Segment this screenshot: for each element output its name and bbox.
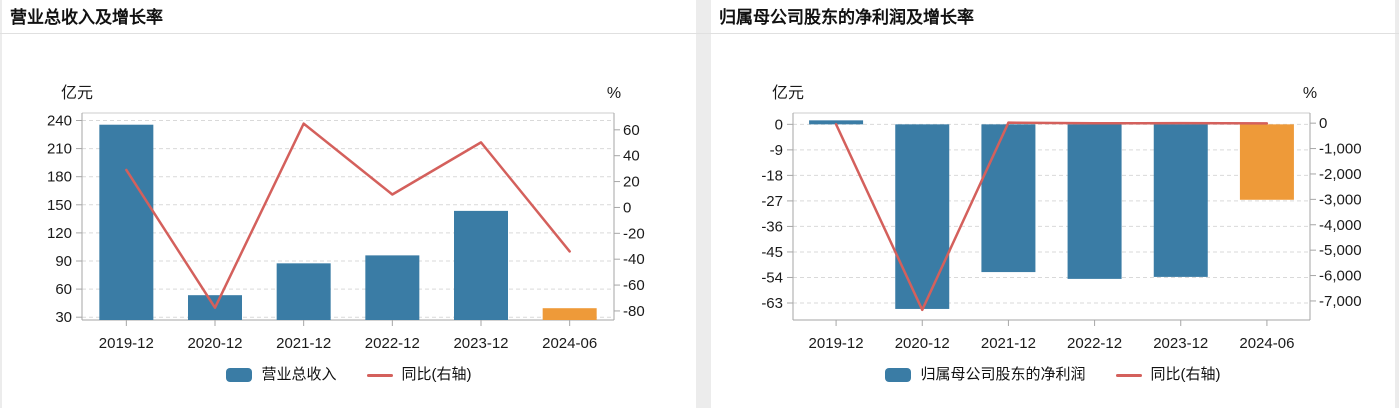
bar-series-label: 营业总收入	[261, 366, 337, 383]
left-axis-tick-label: 120	[47, 225, 72, 242]
bar-2019-12[interactable]	[99, 124, 154, 320]
right-axis-tick-label: 0	[1319, 115, 1327, 132]
legend-item-bar-series[interactable]: 归属母公司股东的净利润	[885, 366, 1086, 384]
x-axis-category-label: 2022-12	[1067, 335, 1122, 352]
bar-2023-12[interactable]	[1153, 124, 1208, 277]
chart-legend: 营业总收入 同比(右轴)	[2, 366, 696, 384]
left-axis-tick-label: -27	[761, 193, 783, 210]
revenue-chart-canvas[interactable]: 240 210 180 150 120 90 60 30 60 40 20 0 -20 -40 -60 -80…	[2, 34, 696, 364]
bar-series-swatch	[226, 368, 253, 382]
line-series-label: 同比(右轴)	[401, 366, 472, 383]
bar-series-swatch	[885, 368, 912, 382]
panel-gutter	[696, 0, 711, 408]
bar-2024-06[interactable]	[542, 308, 597, 320]
left-axis-tick-label: -54	[761, 269, 783, 286]
right-axis-tick-label: -2,000	[1319, 166, 1362, 183]
right-axis-tick-label: -80	[623, 303, 645, 320]
left-axis-tick-label: 150	[47, 197, 72, 214]
right-axis-tick-label: -3,000	[1319, 191, 1362, 208]
right-axis-tick-label: -20	[623, 225, 645, 242]
left-axis-tick-label: -36	[761, 218, 783, 235]
x-axis-category-label: 2021-12	[981, 335, 1036, 352]
bar-2021-12[interactable]	[276, 263, 331, 320]
right-axis-tick-label: -4,000	[1319, 217, 1362, 234]
left-axis-tick-label: -18	[761, 167, 783, 184]
bar-2020-12[interactable]	[895, 124, 950, 309]
legend-item-line-series[interactable]: 同比(右轴)	[366, 366, 472, 384]
bar-2024-06[interactable]	[1239, 124, 1294, 200]
x-axis-category-label: 2019-12	[809, 335, 864, 352]
bar-2021-12[interactable]	[981, 124, 1036, 273]
right-edge-strip	[1395, 0, 1399, 408]
bar-series-label: 归属母公司股东的净利润	[920, 366, 1086, 383]
right-axis-tick-label: -1,000	[1319, 141, 1362, 158]
net-profit-chart-canvas[interactable]: 0 -9 -18 -27 -36 -45 -54 -63 0 -1,000 -2,000 -3,000…	[711, 34, 1395, 364]
title-divider-line	[0, 33, 1399, 34]
revenue-chart-panel: 营业总收入及增长率 240 210 180 150 120 90 60 30 60 40 20 0 -2…	[2, 0, 696, 408]
chart-title: 营业总收入及增长率	[10, 8, 163, 27]
left-axis-tick-label: 60	[55, 281, 72, 298]
left-axis-tick-label: -9	[770, 142, 783, 159]
left-axis-tick-label: 240	[47, 112, 72, 129]
yoy-line-series[interactable]	[834, 121, 1269, 312]
left-edge-strip	[0, 0, 2, 408]
right-axis-tick-label: 40	[623, 148, 640, 165]
right-axis-unit-label: %	[607, 85, 621, 102]
right-axis-tick-label: -40	[623, 251, 645, 268]
left-axis-unit-label: 亿元	[61, 84, 93, 102]
x-axis-category-label: 2024-06	[542, 335, 597, 352]
x-axis-category-label: 2020-12	[895, 335, 950, 352]
net-profit-chart-panel: 归属母公司股东的净利润及增长率 0 -9 -18 -27 -36 -45 -54 -63 0 -1…	[711, 0, 1395, 408]
left-axis-unit-label: 亿元	[772, 84, 804, 102]
left-axis-tick-label: -45	[761, 244, 783, 261]
line-series-swatch	[1115, 373, 1142, 377]
x-axis-category-label: 2024-06	[1239, 335, 1294, 352]
left-axis-tick-label: -63	[761, 295, 783, 312]
left-axis-tick-label: 180	[47, 169, 72, 186]
left-axis-tick-label: 0	[775, 116, 783, 133]
chart-legend: 归属母公司股东的净利润 同比(右轴)	[711, 366, 1395, 384]
bar-2019-12[interactable]	[809, 120, 864, 125]
yoy-line-series[interactable]	[125, 122, 571, 309]
right-axis-tick-label: 60	[623, 122, 640, 139]
line-series-swatch	[366, 373, 393, 377]
bar-2022-12[interactable]	[1067, 124, 1122, 279]
x-axis-category-label: 2023-12	[453, 335, 508, 352]
right-axis-tick-label: 0	[623, 199, 631, 216]
left-axis-tick-label: 210	[47, 141, 72, 158]
bar-2023-12[interactable]	[454, 210, 508, 320]
bar-2022-12[interactable]	[365, 255, 420, 320]
x-axis-category-label: 2022-12	[365, 335, 420, 352]
legend-item-line-series[interactable]: 同比(右轴)	[1115, 366, 1221, 384]
x-axis-category-label: 2023-12	[1153, 335, 1208, 352]
legend-item-bar-series[interactable]: 营业总收入	[226, 366, 337, 384]
line-series-label: 同比(右轴)	[1150, 366, 1221, 383]
right-axis-tick-label: -6,000	[1319, 268, 1362, 285]
x-axis-category-label: 2021-12	[276, 335, 331, 352]
right-axis-tick-label: 20	[623, 174, 640, 191]
right-axis-tick-label: -7,000	[1319, 293, 1362, 310]
right-axis-unit-label: %	[1303, 85, 1317, 102]
x-axis-category-label: 2019-12	[99, 335, 154, 352]
left-axis-tick-label: 90	[55, 253, 72, 270]
right-axis-tick-label: -5,000	[1319, 242, 1362, 259]
chart-title: 归属母公司股东的净利润及增长率	[719, 8, 974, 27]
x-axis-category-label: 2020-12	[187, 335, 242, 352]
left-axis-tick-label: 30	[55, 309, 72, 326]
right-axis-tick-label: -60	[623, 277, 645, 294]
